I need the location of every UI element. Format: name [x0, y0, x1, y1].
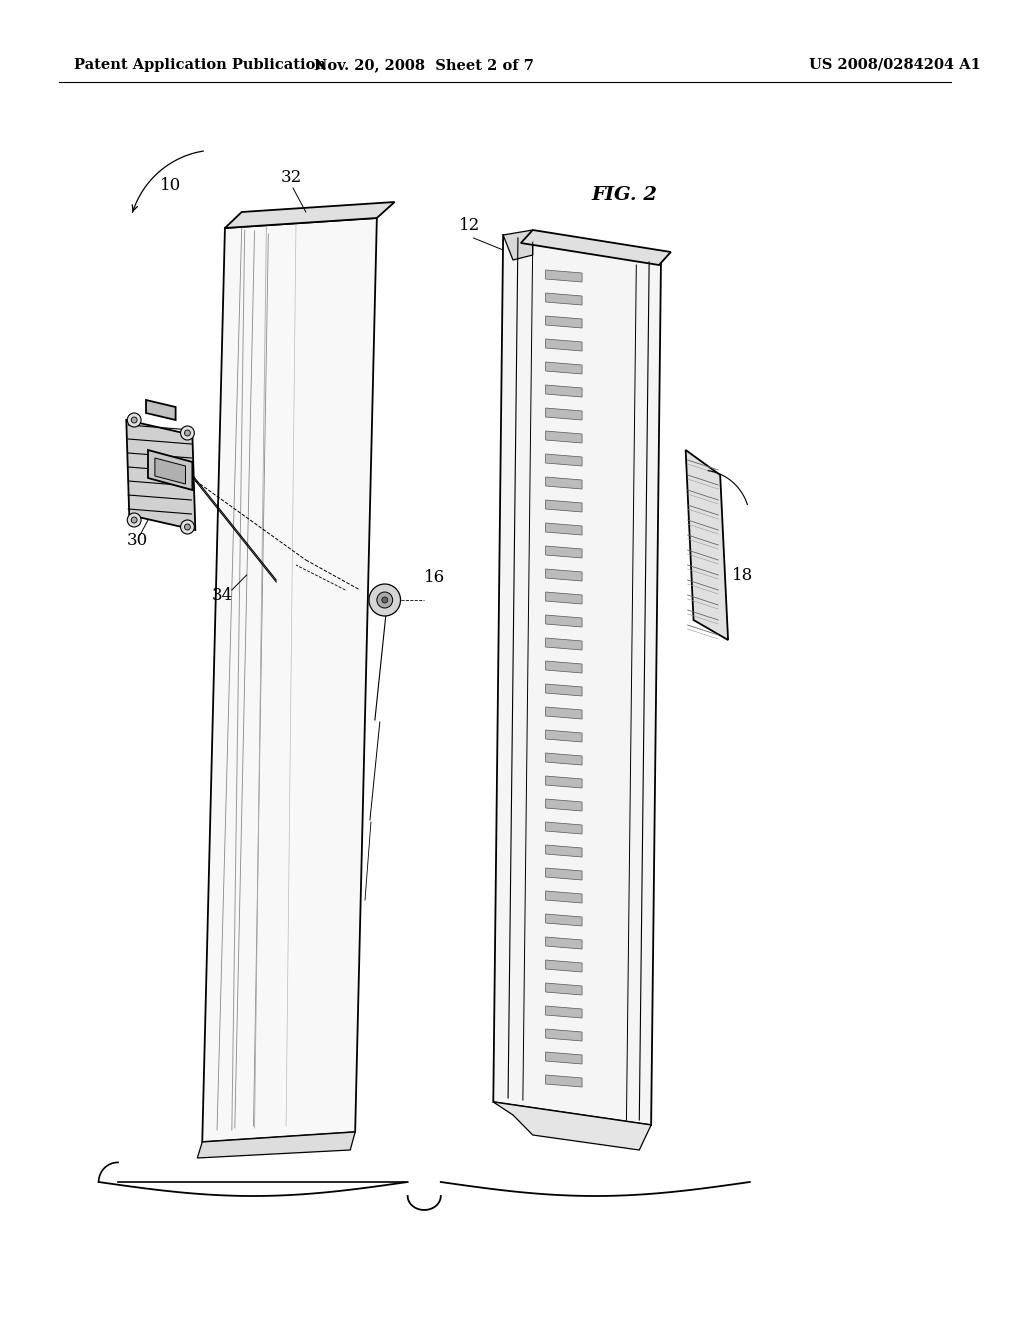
- Polygon shape: [546, 638, 582, 649]
- Polygon shape: [203, 218, 377, 1142]
- Polygon shape: [148, 450, 193, 490]
- Text: Nov. 20, 2008  Sheet 2 of 7: Nov. 20, 2008 Sheet 2 of 7: [314, 58, 535, 73]
- Text: FIG. 2: FIG. 2: [592, 186, 658, 205]
- Polygon shape: [546, 454, 582, 466]
- Polygon shape: [546, 546, 582, 558]
- Polygon shape: [546, 1052, 582, 1064]
- Text: 32: 32: [282, 169, 302, 186]
- Text: 16: 16: [424, 569, 445, 586]
- Polygon shape: [546, 385, 582, 397]
- Polygon shape: [546, 661, 582, 673]
- Polygon shape: [546, 937, 582, 949]
- Polygon shape: [546, 845, 582, 857]
- Circle shape: [369, 583, 400, 616]
- Text: 30: 30: [126, 532, 147, 549]
- Polygon shape: [546, 752, 582, 766]
- Polygon shape: [146, 400, 175, 420]
- Polygon shape: [546, 960, 582, 972]
- Polygon shape: [546, 523, 582, 535]
- Polygon shape: [155, 458, 185, 484]
- Polygon shape: [503, 230, 532, 260]
- Polygon shape: [546, 362, 582, 374]
- Polygon shape: [494, 1102, 651, 1150]
- Text: 34: 34: [212, 587, 233, 605]
- Polygon shape: [546, 913, 582, 927]
- Polygon shape: [546, 730, 582, 742]
- Polygon shape: [546, 684, 582, 696]
- Polygon shape: [494, 235, 660, 1125]
- Polygon shape: [126, 420, 196, 531]
- Polygon shape: [546, 822, 582, 834]
- Text: Patent Application Publication: Patent Application Publication: [74, 58, 326, 73]
- Polygon shape: [546, 271, 582, 282]
- Polygon shape: [198, 1133, 355, 1158]
- Circle shape: [184, 524, 190, 531]
- Circle shape: [131, 417, 137, 422]
- Polygon shape: [546, 569, 582, 581]
- Text: US 2008/0284204 A1: US 2008/0284204 A1: [809, 58, 981, 73]
- Polygon shape: [546, 432, 582, 444]
- Polygon shape: [546, 315, 582, 327]
- Polygon shape: [546, 799, 582, 810]
- Polygon shape: [521, 230, 671, 265]
- Polygon shape: [546, 1074, 582, 1086]
- Polygon shape: [546, 1006, 582, 1018]
- Polygon shape: [546, 500, 582, 512]
- Text: 12: 12: [459, 216, 480, 234]
- Text: 18: 18: [732, 568, 754, 583]
- Polygon shape: [546, 339, 582, 351]
- Polygon shape: [546, 891, 582, 903]
- Circle shape: [180, 426, 195, 440]
- Circle shape: [184, 430, 190, 436]
- Circle shape: [127, 413, 141, 426]
- Polygon shape: [546, 591, 582, 605]
- Polygon shape: [546, 293, 582, 305]
- Circle shape: [377, 591, 392, 609]
- Polygon shape: [686, 450, 728, 640]
- Polygon shape: [225, 202, 394, 228]
- Polygon shape: [546, 477, 582, 488]
- Polygon shape: [546, 776, 582, 788]
- Polygon shape: [546, 1030, 582, 1041]
- Circle shape: [131, 517, 137, 523]
- Polygon shape: [546, 983, 582, 995]
- Polygon shape: [546, 408, 582, 420]
- Circle shape: [180, 520, 195, 535]
- Circle shape: [382, 597, 388, 603]
- Polygon shape: [546, 869, 582, 880]
- Polygon shape: [546, 615, 582, 627]
- Text: 10: 10: [160, 177, 181, 194]
- Circle shape: [127, 513, 141, 527]
- Polygon shape: [546, 708, 582, 719]
